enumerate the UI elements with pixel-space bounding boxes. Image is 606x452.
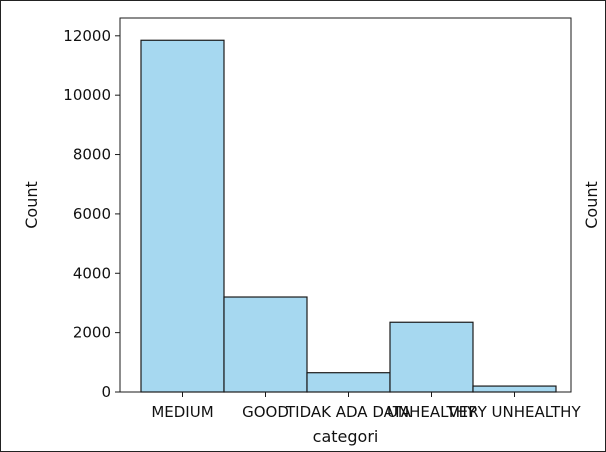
x-tick-label-good: GOOD — [242, 403, 289, 421]
y-ticks-group: 0 2000 4000 6000 8000 10000 12000 — [63, 27, 120, 401]
bar-unhealthy — [389, 321, 474, 393]
x-tick-label-tidak-ada-data: TIDAK ADA DATA — [285, 403, 412, 421]
x-tick-label-very-unhealthy: VERY UNHEALTHY — [448, 403, 581, 421]
bar-very-unhealthy — [472, 385, 557, 393]
bar-medium — [140, 39, 225, 393]
y-tick-label: 6000 — [73, 205, 111, 223]
y-tick-label: 4000 — [73, 264, 111, 282]
y-tick-label: 0 — [101, 383, 111, 401]
bar-good — [223, 296, 308, 393]
y-axis-label: Count — [22, 181, 41, 229]
right-axis-label: Count — [582, 181, 601, 229]
plot-area-border — [119, 17, 572, 393]
x-tick-label-unhealthy: UNHEALTHY — [387, 403, 477, 421]
bars-group — [140, 39, 557, 393]
y-tick-label: 2000 — [73, 324, 111, 342]
y-tick-label: 10000 — [63, 86, 111, 104]
y-tick-label: 8000 — [73, 146, 111, 164]
x-axis-label: categori — [313, 427, 379, 446]
bar-tidak-ada-data — [306, 372, 391, 393]
y-tick-label: 12000 — [63, 27, 111, 45]
x-tick-label-medium: MEDIUM — [151, 403, 213, 421]
